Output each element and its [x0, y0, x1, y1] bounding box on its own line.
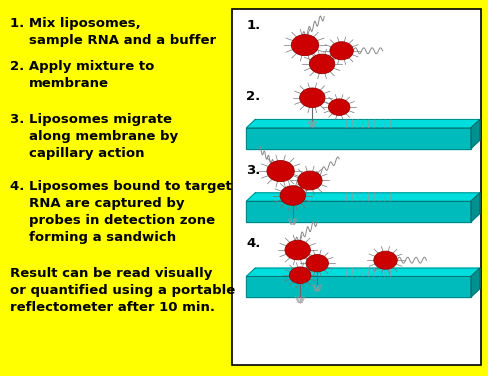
Text: capillary action: capillary action [29, 147, 145, 160]
Polygon shape [246, 128, 471, 149]
Text: 2.: 2. [246, 90, 261, 103]
Circle shape [300, 88, 325, 108]
Circle shape [289, 267, 311, 284]
Polygon shape [246, 201, 471, 222]
Polygon shape [246, 276, 471, 297]
Text: RNA are captured by: RNA are captured by [29, 197, 185, 211]
Polygon shape [246, 120, 480, 128]
Text: Result can be read visually: Result can be read visually [10, 267, 212, 280]
Text: reflectometer after 10 min.: reflectometer after 10 min. [10, 301, 215, 314]
Text: along membrane by: along membrane by [29, 130, 179, 143]
Circle shape [306, 255, 328, 272]
Polygon shape [471, 268, 480, 297]
Text: 1.: 1. [246, 19, 261, 32]
Polygon shape [246, 193, 480, 201]
Circle shape [328, 99, 350, 115]
Text: 4. Liposomes bound to target: 4. Liposomes bound to target [10, 180, 231, 194]
Circle shape [374, 251, 397, 269]
Text: membrane: membrane [29, 77, 109, 90]
Circle shape [298, 171, 322, 190]
Text: sample RNA and a buffer: sample RNA and a buffer [29, 34, 216, 47]
Text: 1. Mix liposomes,: 1. Mix liposomes, [10, 17, 141, 30]
Circle shape [309, 54, 335, 74]
Text: 4.: 4. [246, 237, 261, 250]
Circle shape [285, 240, 310, 260]
Text: probes in detection zone: probes in detection zone [29, 214, 215, 227]
FancyBboxPatch shape [232, 9, 481, 365]
Circle shape [280, 186, 305, 205]
Circle shape [291, 35, 319, 56]
Text: or quantified using a portable: or quantified using a portable [10, 284, 235, 297]
Text: 3. Liposomes migrate: 3. Liposomes migrate [10, 113, 172, 126]
Text: 2. Apply mixture to: 2. Apply mixture to [10, 60, 154, 73]
Circle shape [267, 161, 294, 182]
Text: 3.: 3. [246, 164, 261, 177]
Polygon shape [471, 193, 480, 222]
Circle shape [330, 42, 353, 60]
Polygon shape [471, 120, 480, 149]
Polygon shape [246, 268, 480, 276]
Text: forming a sandwich: forming a sandwich [29, 231, 176, 244]
